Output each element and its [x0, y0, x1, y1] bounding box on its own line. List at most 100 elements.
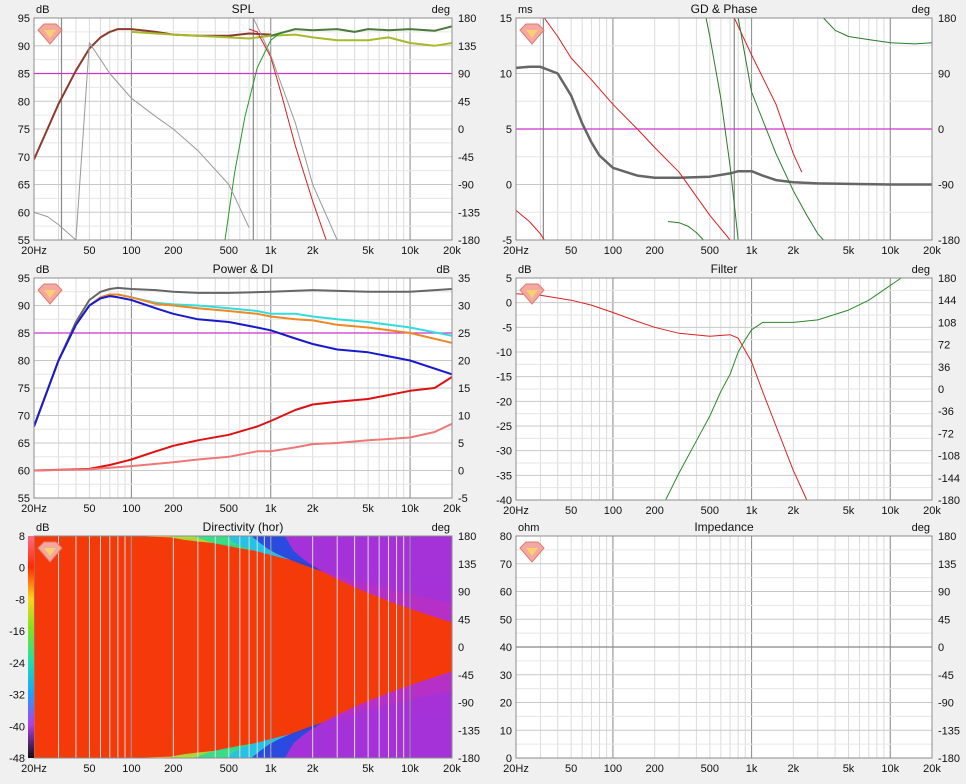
series-line-4 [668, 221, 704, 240]
x-tick-label: 100 [122, 503, 140, 515]
x-tick-label: 2k [307, 763, 319, 775]
x-tick-label: 5k [362, 245, 374, 257]
y-tick-label: 95 [18, 273, 30, 285]
x-tick-label: 2k [307, 503, 319, 515]
logo-inner [44, 548, 56, 556]
chart-title: Power & DI [213, 262, 274, 276]
heat-core [34, 547, 452, 747]
x-tick-label: 5k [843, 245, 855, 257]
y2-tick-label: -72 [938, 428, 954, 440]
x-tick-label: 100 [122, 763, 140, 775]
y2-tick-label: 0 [458, 124, 464, 136]
x-tick-label: 200 [645, 245, 663, 257]
y-tick-label: 10 [500, 69, 512, 81]
logo-inner [44, 30, 56, 38]
heat-band-top [34, 536, 452, 623]
y-unit-label: dB [518, 264, 531, 276]
y2-tick-label: 90 [458, 69, 470, 81]
y-tick-label: 0 [506, 180, 512, 192]
y2-tick-label: -45 [938, 670, 954, 682]
y-unit-label: dB [36, 264, 49, 276]
y2-tick-label: 25 [458, 328, 470, 340]
logo-inner [526, 548, 538, 556]
y2-tick-label: 180 [938, 13, 956, 25]
y-tick-label: 75 [18, 124, 30, 136]
y-tick-label: 70 [18, 152, 30, 164]
y-tick-label: 55 [18, 493, 30, 505]
y-tick-label: -10 [496, 347, 512, 359]
series-line-0 [34, 28, 271, 160]
y-tick-label: -15 [496, 372, 512, 384]
x-tick-label: 5k [843, 763, 855, 775]
plot-frame [33, 277, 453, 499]
x-tick-label: 10k [401, 763, 419, 775]
y2-tick-label: 15 [458, 383, 470, 395]
y2-tick-label: -180 [458, 235, 480, 247]
x-tick-label: 1k [746, 763, 758, 775]
y-tick-label: 40 [500, 642, 512, 654]
y-unit-label: ohm [518, 522, 539, 534]
colorbar-tick: -24 [9, 658, 25, 670]
y-tick-label: 55 [18, 235, 30, 247]
y-unit-label: dB [36, 4, 49, 16]
series-line-7 [823, 18, 932, 45]
y-tick-label: 60 [18, 207, 30, 219]
x-tick-label: 5k [362, 503, 374, 515]
chart-title: Impedance [694, 520, 754, 534]
chart-spl: SPL dB deg 55 60 65 70 75 80 85 90 95 -180 -135 -90 -45… [18, 2, 480, 257]
x-tick-label: 200 [645, 505, 663, 517]
y2-tick-label: 180 [458, 13, 476, 25]
y-tick-label: 95 [18, 13, 30, 25]
y2-tick-label: 72 [938, 340, 950, 352]
y2-tick-label: 45 [458, 96, 470, 108]
x-tick-label: 1k [265, 245, 277, 257]
plot-frame [515, 535, 933, 759]
x-tick-label: 500 [701, 763, 719, 775]
y-tick-label: 0 [506, 753, 512, 765]
y2-tick-label: 0 [458, 642, 464, 654]
y2-tick-label: 36 [938, 362, 950, 374]
x-tick-label: 20k [443, 503, 461, 515]
colorbar-tick: 0 [19, 563, 25, 575]
series-group [34, 286, 452, 472]
x-tick-label: 20Hz [21, 245, 47, 257]
series-line-4 [34, 376, 452, 472]
y2-tick-label: 0 [938, 642, 944, 654]
y2-tick-label: -180 [938, 753, 960, 765]
y2-tick-label: -45 [458, 670, 474, 682]
x-tick-label: 5k [843, 505, 855, 517]
chart-power: Power & DI dB dB 55 60 65 70 75 80 85 90 95 -5 0 5 10 15… [18, 262, 471, 515]
colorbar-tick: -8 [15, 594, 25, 606]
y-tick-label: -5 [502, 235, 512, 247]
colorbar-tick: -16 [9, 626, 25, 638]
x-tick-label: 10k [881, 245, 899, 257]
colorbar-tick: -40 [9, 721, 25, 733]
y-tick-label: -5 [502, 322, 512, 334]
y-tick-label: -35 [496, 470, 512, 482]
y-tick-label: 85 [18, 328, 30, 340]
y-tick-label: 80 [18, 96, 30, 108]
y2-tick-label: -108 [938, 451, 960, 463]
x-tick-label: 100 [122, 245, 140, 257]
y2-tick-label: -90 [458, 698, 474, 710]
y-tick-label: 80 [18, 356, 30, 368]
y-tick-label: 75 [18, 383, 30, 395]
y-tick-label: -25 [496, 421, 512, 433]
y-unit-label: dB [36, 522, 49, 534]
y2-tick-label: -5 [458, 493, 468, 505]
y2-tick-label: 90 [938, 69, 950, 81]
heat-band-bottom [34, 671, 452, 758]
y-tick-label: -20 [496, 396, 512, 408]
series-group [34, 18, 452, 240]
y-tick-label: 60 [18, 466, 30, 478]
series-line-3 [34, 295, 452, 427]
y2-tick-label: 30 [458, 301, 470, 313]
y-tick-label: 80 [500, 531, 512, 543]
y2-tick-label: 135 [938, 559, 956, 571]
y-tick-label: 65 [18, 180, 30, 192]
x-tick-label: 50 [83, 245, 95, 257]
x-tick-label: 50 [565, 505, 577, 517]
y2-tick-label: -90 [938, 698, 954, 710]
y-tick-label: 70 [18, 411, 30, 423]
